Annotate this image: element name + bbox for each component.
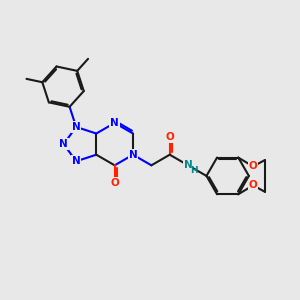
Text: N: N: [110, 118, 119, 128]
Text: N: N: [129, 150, 137, 160]
Text: O: O: [110, 178, 119, 188]
Text: N: N: [59, 139, 68, 149]
Text: O: O: [249, 161, 257, 172]
Text: O: O: [165, 132, 174, 142]
Text: O: O: [249, 180, 257, 190]
Text: N: N: [72, 156, 80, 166]
Text: N: N: [184, 160, 193, 170]
Text: N: N: [72, 122, 80, 132]
Text: H: H: [190, 167, 197, 176]
